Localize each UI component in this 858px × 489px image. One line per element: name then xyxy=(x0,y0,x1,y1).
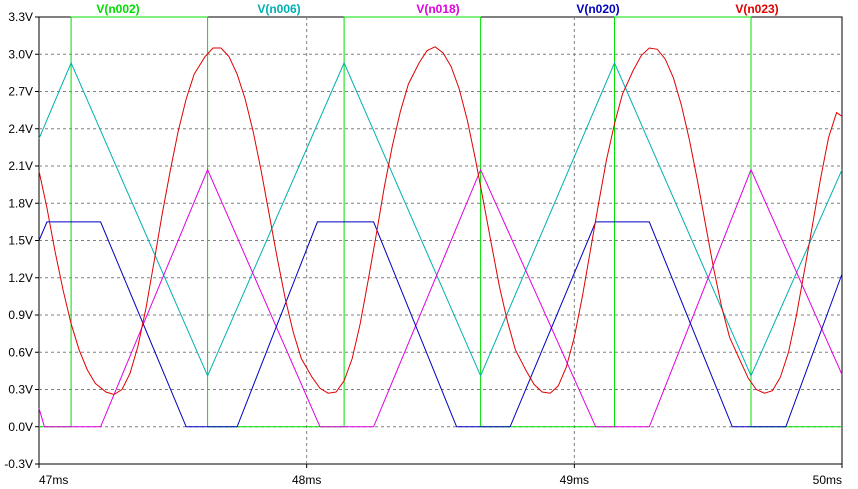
y-tick-label: 2.4V xyxy=(8,122,33,136)
x-tick-label: 47ms xyxy=(39,473,68,487)
legend-entry: V(n018) xyxy=(416,2,459,16)
series-traces xyxy=(38,16,843,428)
y-tick-label: 3.3V xyxy=(8,10,33,24)
y-tick-label: 3.0V xyxy=(8,47,33,61)
series-line-vn020 xyxy=(38,221,843,428)
y-axis-tick-labels: 3.3V 3.0V 2.7V 2.4V 2.1V 1.8V 1.5V 1.2V 0.9V 0.6V… xyxy=(4,10,39,471)
x-tick-label: 48ms xyxy=(292,473,321,487)
series-line-vn006 xyxy=(38,61,843,378)
legend-entry: V(n020) xyxy=(576,2,619,16)
legend: V(n002) V(n006) V(n018) V(n020) V(n023) xyxy=(96,2,778,16)
y-tick-label: 2.7V xyxy=(8,85,33,99)
y-tick-label: 1.5V xyxy=(8,234,33,248)
series-line-vn002 xyxy=(39,16,842,428)
x-tick-label: 50ms xyxy=(813,473,842,487)
series-line-vn018 xyxy=(38,168,843,428)
y-tick-label: 0.0V xyxy=(8,420,33,434)
x-axis-tick-labels: 47ms 48ms 49ms 50ms xyxy=(38,464,843,487)
legend-entry: V(n006) xyxy=(257,2,300,16)
legend-entry: V(n023) xyxy=(735,2,778,16)
y-tick-label: 0.3V xyxy=(8,383,33,397)
series-line-vn023 xyxy=(38,46,843,396)
y-tick-label: 0.6V xyxy=(8,345,33,359)
x-tick-label: 49ms xyxy=(560,473,589,487)
grid-lines xyxy=(39,17,842,464)
y-tick-label: -0.3V xyxy=(4,457,33,471)
y-tick-label: 2.1V xyxy=(8,159,33,173)
y-tick-label: 1.2V xyxy=(8,271,33,285)
legend-entry: V(n002) xyxy=(96,2,139,16)
y-tick-label: 0.9V xyxy=(8,308,33,322)
y-tick-label: 1.8V xyxy=(8,196,33,210)
